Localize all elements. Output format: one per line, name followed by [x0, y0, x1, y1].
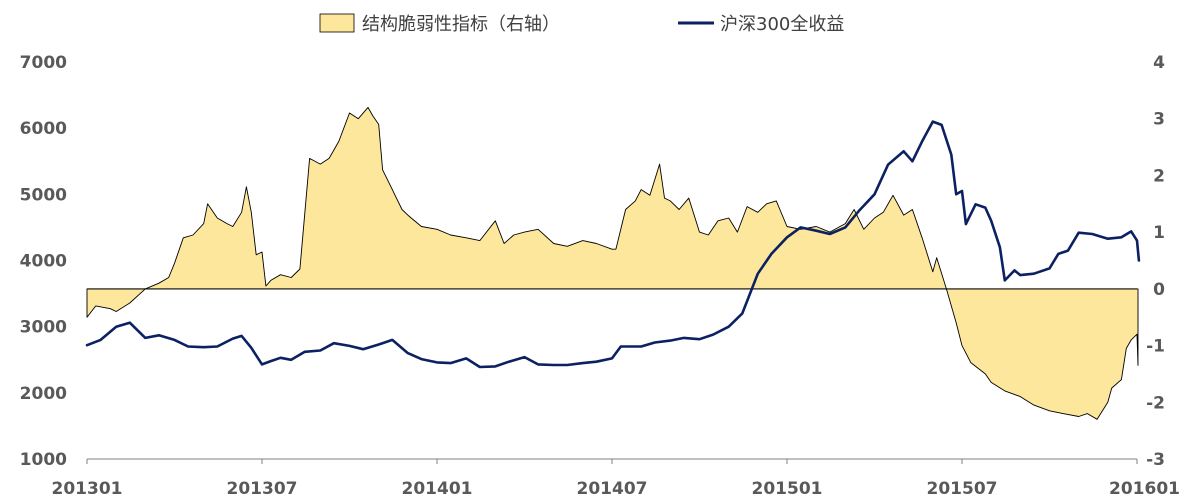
- y-right-tick-label: 1: [1153, 223, 1165, 243]
- area-series-vulnerability: [87, 107, 1138, 419]
- x-tick-label: 201307: [227, 479, 298, 499]
- x-tick-label: 201407: [577, 479, 648, 499]
- y-right-tick-label: 2: [1153, 166, 1165, 186]
- y-left-tick-label: 2000: [20, 384, 67, 404]
- y-left-tick-label: 1000: [20, 450, 67, 470]
- y-right-tick-label: -3: [1146, 450, 1165, 470]
- y-left-tick-label: 6000: [20, 119, 67, 139]
- legend-area-swatch: [320, 14, 354, 32]
- x-tick-label: 201301: [52, 479, 123, 499]
- area-layer: [87, 107, 1138, 419]
- x-tick-label: 201401: [402, 479, 473, 499]
- legend-area-label: 结构脆弱性指标（右轴）: [362, 14, 560, 35]
- y-left-tick-label: 4000: [20, 252, 67, 272]
- y-left-tick-label: 7000: [20, 53, 67, 73]
- y-right-tick-label: -1: [1146, 337, 1165, 357]
- y-left-tick-label: 3000: [20, 318, 67, 338]
- y-left-tick-label: 5000: [20, 185, 67, 205]
- legend: 结构脆弱性指标（右轴） 沪深300全收益: [320, 14, 844, 35]
- y-right-tick-label: -2: [1146, 393, 1165, 413]
- x-tick-label: 201501: [752, 479, 823, 499]
- y-right-tick-label: 3: [1153, 110, 1165, 130]
- x-tick-label: 201507: [927, 479, 998, 499]
- legend-line-label: 沪深300全收益: [720, 14, 844, 35]
- x-tick-label: 201601: [1109, 479, 1180, 499]
- y-right-tick-label: 0: [1153, 280, 1165, 300]
- y-right-tick-label: 4: [1153, 53, 1165, 73]
